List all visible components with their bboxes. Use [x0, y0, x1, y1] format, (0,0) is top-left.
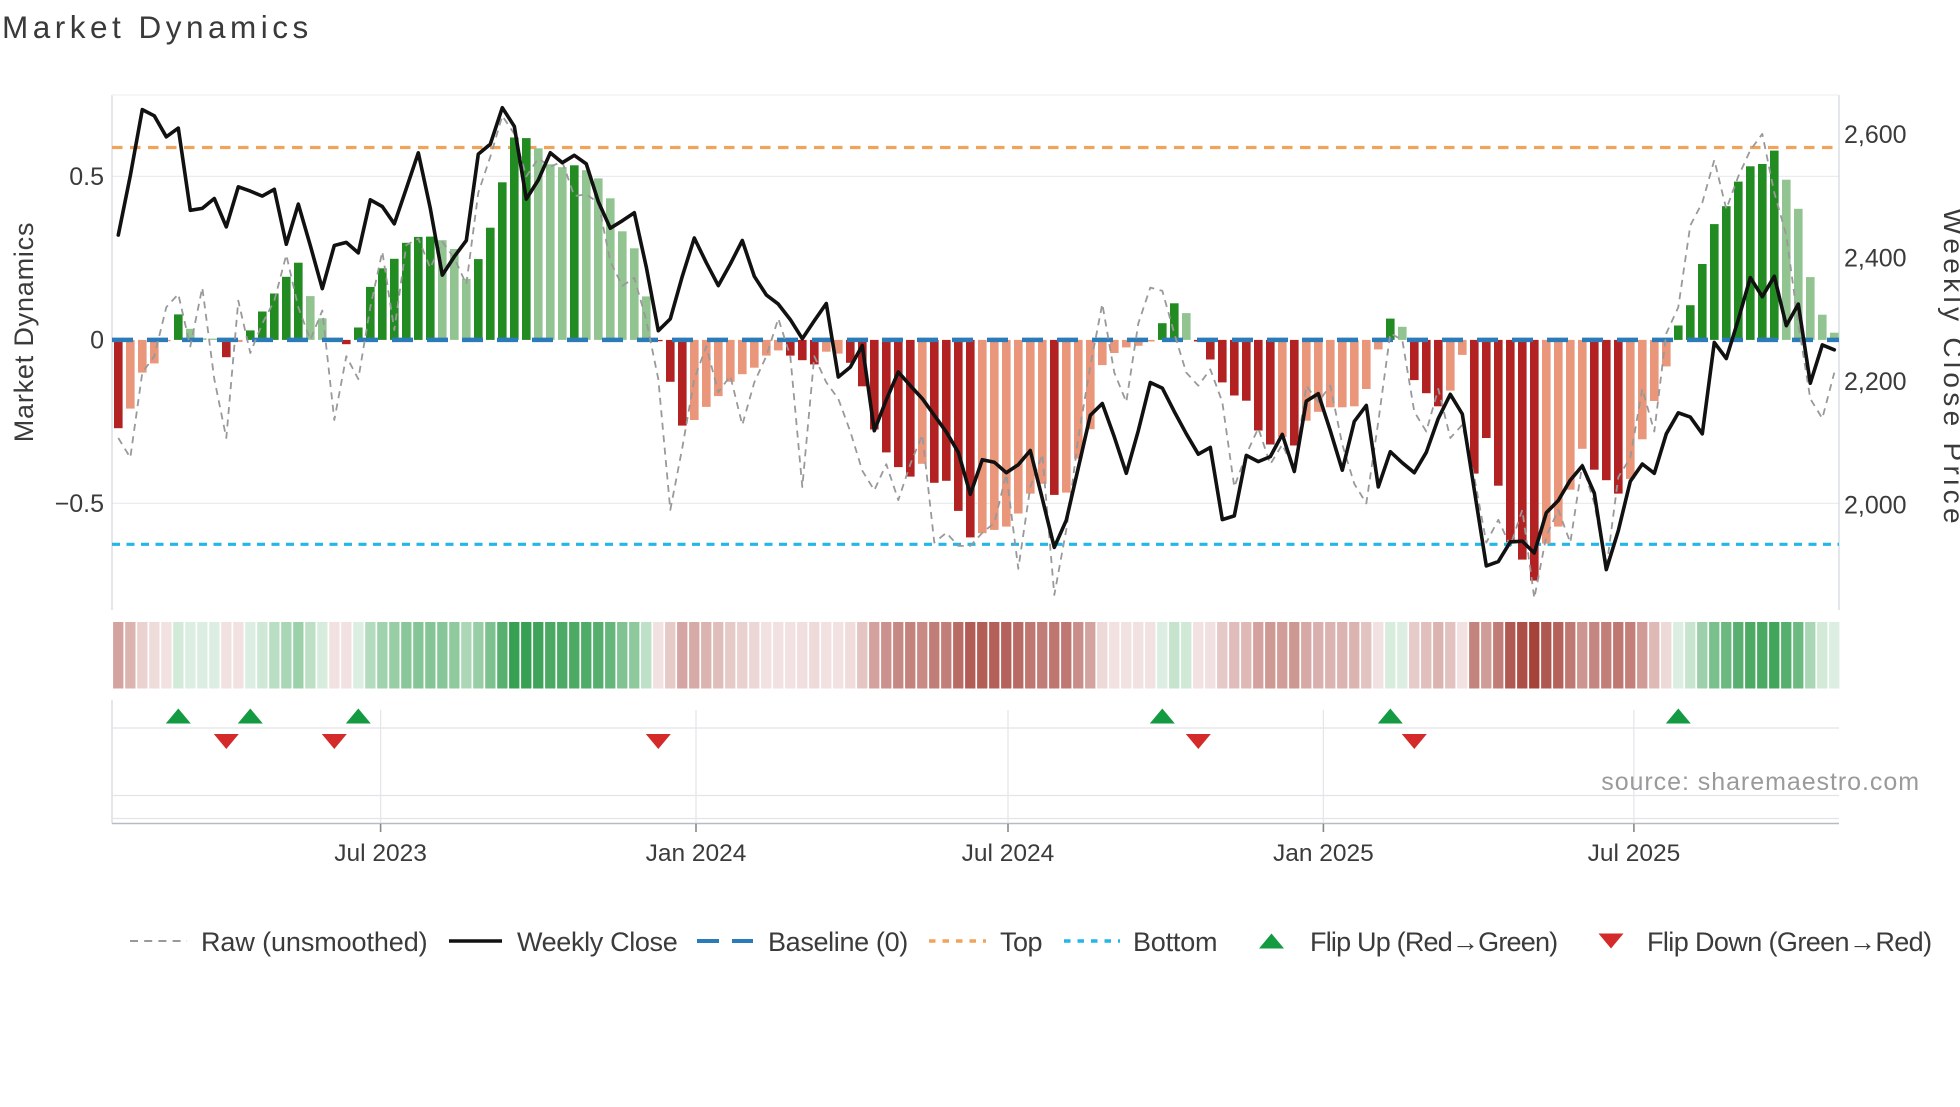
svg-text:Weekly Close Price: Weekly Close Price — [1938, 208, 1960, 528]
svg-text:Market Dynamics: Market Dynamics — [9, 222, 39, 443]
svg-text:−0.5: −0.5 — [55, 490, 104, 518]
svg-text:source: sharemaestro.com: source: sharemaestro.com — [1601, 768, 1920, 796]
svg-text:Raw (unsmoothed): Raw (unsmoothed) — [201, 927, 428, 957]
svg-text:Flip Down (Green→Red): Flip Down (Green→Red) — [1647, 927, 1932, 957]
svg-text:Jan 2024: Jan 2024 — [646, 840, 747, 867]
svg-text:Jan 2025: Jan 2025 — [1273, 840, 1374, 867]
svg-text:Market Dynamics: Market Dynamics — [2, 9, 313, 45]
svg-text:0: 0 — [90, 326, 104, 354]
svg-text:0.5: 0.5 — [69, 163, 104, 191]
svg-text:Jul 2024: Jul 2024 — [962, 840, 1055, 867]
svg-text:Weekly Close: Weekly Close — [517, 927, 677, 957]
svg-text:2,200: 2,200 — [1844, 368, 1907, 396]
svg-text:Baseline (0): Baseline (0) — [768, 927, 908, 957]
svg-text:2,600: 2,600 — [1844, 121, 1907, 149]
svg-text:2,400: 2,400 — [1844, 244, 1907, 272]
svg-text:Top: Top — [1000, 927, 1042, 957]
svg-text:Jul 2025: Jul 2025 — [1588, 840, 1681, 867]
svg-text:Jul 2023: Jul 2023 — [334, 840, 427, 867]
svg-text:2,000: 2,000 — [1844, 491, 1907, 519]
svg-text:Flip Up (Red→Green): Flip Up (Red→Green) — [1310, 927, 1557, 957]
svg-text:Bottom: Bottom — [1133, 927, 1217, 957]
